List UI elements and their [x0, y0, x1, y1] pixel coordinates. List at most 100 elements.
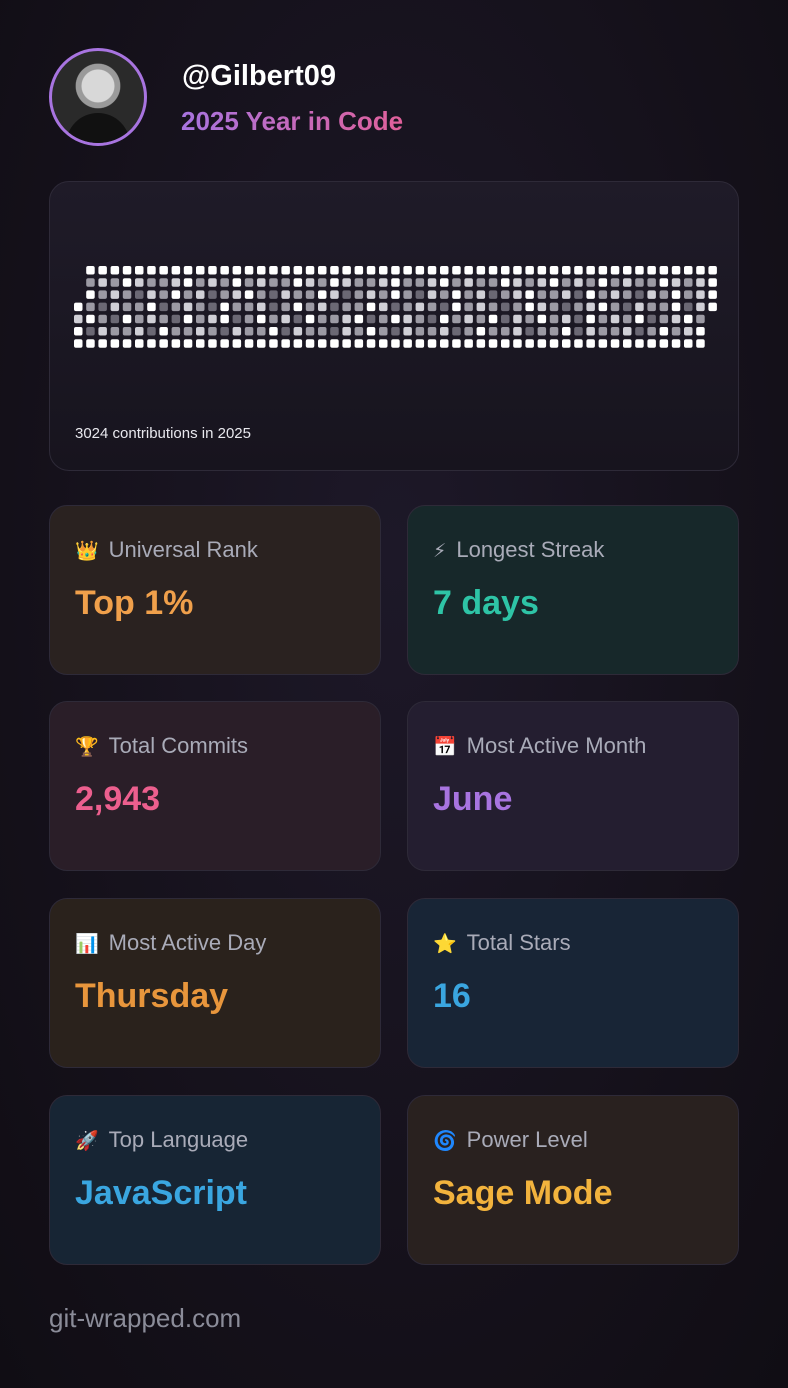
contribution-day	[696, 302, 705, 312]
stat-card: ⭐ Total Stars 16	[407, 898, 739, 1068]
contribution-day	[98, 266, 107, 275]
contribution-day	[305, 339, 315, 348]
contribution-day	[269, 339, 278, 348]
stat-icon: ⚡	[433, 541, 447, 562]
avatar	[49, 48, 147, 146]
contribution-day	[281, 290, 290, 299]
contribution-day	[647, 278, 656, 287]
contribution-day	[684, 290, 693, 299]
contribution-day	[208, 278, 217, 287]
contribution-day	[342, 302, 351, 312]
contribution-day	[171, 290, 181, 299]
contribution-day	[244, 339, 254, 348]
stat-label: Top Language	[108, 1127, 249, 1152]
contribution-day	[330, 266, 339, 275]
contribution-day	[147, 314, 156, 324]
contribution-day	[440, 314, 449, 324]
contribution-day	[501, 302, 510, 312]
contribution-day	[135, 302, 144, 312]
stat-label-row: 🌀 Power Level	[433, 1127, 588, 1153]
contribution-day	[159, 290, 168, 299]
stat-label-row: 👑 Universal Rank	[75, 537, 258, 563]
contribution-day	[598, 278, 608, 287]
contribution-day	[464, 327, 473, 336]
contribution-day	[476, 339, 486, 348]
contribution-day	[135, 314, 144, 324]
contribution-day	[232, 266, 242, 275]
contribution-day	[293, 278, 303, 287]
stat-value: 16	[433, 977, 471, 1015]
contribution-day	[183, 266, 193, 275]
contribution-day	[598, 302, 608, 312]
contribution-day	[220, 278, 229, 287]
contribution-day	[415, 339, 425, 348]
contribution-day	[366, 266, 376, 275]
contribution-day	[586, 302, 595, 312]
contribution-day	[269, 266, 278, 275]
contribution-day	[659, 278, 669, 287]
contribution-day	[391, 327, 400, 336]
contribution-day	[476, 278, 486, 287]
contribution-day	[122, 314, 132, 324]
contribution-day	[98, 278, 107, 287]
contribution-day	[244, 314, 254, 324]
contribution-day	[257, 339, 266, 348]
contribution-day	[476, 290, 486, 299]
contribution-day	[208, 302, 217, 312]
stat-label-row: 📅 Most Active Month	[433, 733, 646, 759]
contribution-day	[122, 302, 132, 312]
contribution-day	[305, 290, 315, 299]
contribution-day	[171, 278, 181, 287]
contribution-day	[635, 290, 644, 299]
contribution-day	[305, 302, 315, 312]
contribution-day	[476, 327, 486, 336]
contribution-day	[391, 290, 400, 299]
contribution-card: 3024 contributions in 2025	[49, 181, 739, 471]
contribution-day	[488, 266, 498, 275]
contribution-day	[464, 314, 473, 324]
contribution-day	[86, 339, 95, 348]
stat-label: Total Stars	[466, 930, 571, 955]
contribution-day	[452, 278, 461, 287]
contribution-day	[342, 327, 351, 336]
contribution-day	[244, 290, 254, 299]
contribution-day	[427, 278, 437, 287]
contribution-day	[623, 327, 632, 336]
contribution-day	[440, 339, 449, 348]
contribution-day	[659, 327, 669, 336]
contribution-day	[635, 314, 644, 324]
contribution-day	[366, 339, 376, 348]
contribution-day	[623, 339, 632, 348]
contribution-day	[391, 266, 400, 275]
contribution-day	[671, 290, 681, 299]
contribution-day	[366, 290, 376, 299]
contribution-day	[318, 339, 327, 348]
contribution-day	[379, 327, 388, 336]
contribution-day	[586, 278, 595, 287]
contribution-day	[476, 302, 486, 312]
contribution-day	[635, 339, 644, 348]
contribution-day	[342, 266, 351, 275]
contribution-day	[147, 302, 156, 312]
contribution-day	[452, 266, 461, 275]
contribution-day	[232, 339, 242, 348]
contribution-day	[549, 278, 559, 287]
contribution-day	[244, 302, 254, 312]
contribution-day	[659, 339, 669, 348]
contribution-day	[171, 266, 181, 275]
footer: git-wrapped.com	[49, 1303, 242, 1333]
contribution-day	[696, 327, 705, 336]
contribution-day	[671, 339, 681, 348]
contribution-day	[330, 302, 339, 312]
stat-label-row: 🚀 Top Language	[75, 1127, 248, 1153]
contribution-day	[293, 290, 303, 299]
contribution-day	[696, 266, 705, 275]
contribution-day	[452, 302, 461, 312]
contribution-day	[525, 290, 534, 299]
contribution-day	[183, 314, 193, 324]
contribution-day	[110, 278, 120, 287]
contribution-day	[574, 302, 583, 312]
contribution-day	[562, 290, 571, 299]
stat-card: 🌀 Power Level Sage Mode	[407, 1095, 739, 1265]
